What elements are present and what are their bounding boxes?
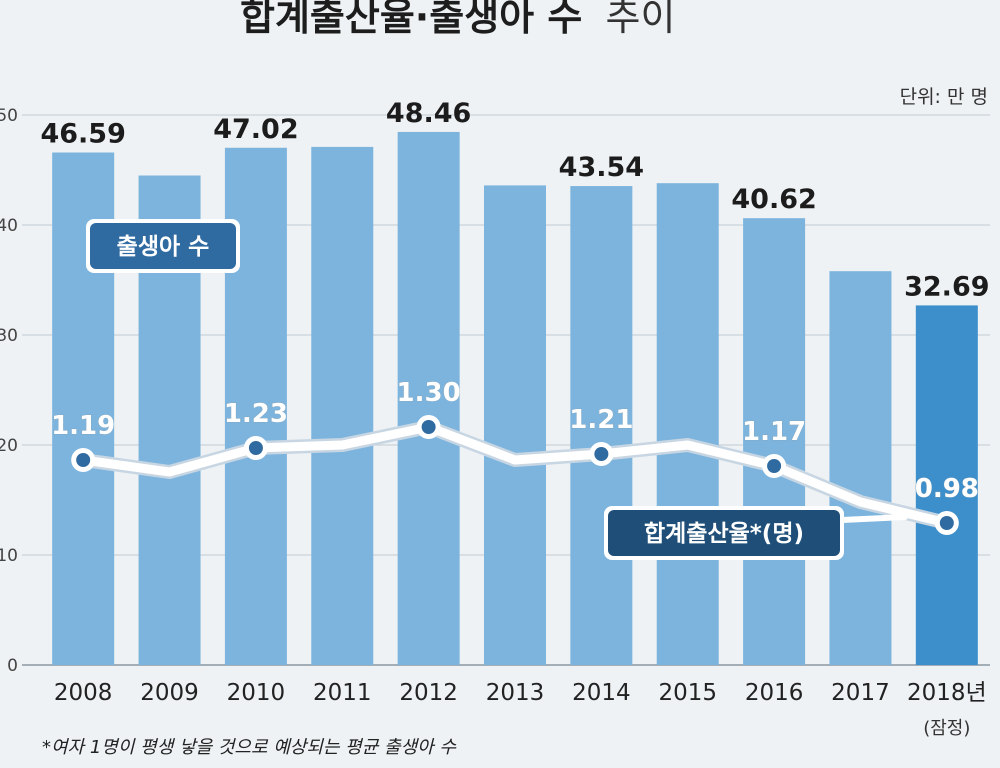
line-series-tfr: 1.19 1.23 1.30 1.21 1.17 0.98 xyxy=(51,378,979,535)
x-tick-label: 2016 xyxy=(745,680,804,706)
y-tick-label: 0 xyxy=(7,656,18,676)
chart-title-tail: 추이 xyxy=(606,0,676,39)
tfr-value-label: 1.30 xyxy=(397,378,461,408)
tfr-value-label: 0.98 xyxy=(915,474,979,504)
y-tick-label: 40 xyxy=(0,216,18,236)
tfr-point xyxy=(76,453,91,467)
legend-births-label: 출생아 수 xyxy=(117,234,210,260)
y-tick-label: 30 xyxy=(0,326,18,346)
x-tick-label: 2008 xyxy=(54,680,113,706)
x-tick-label: 2017 xyxy=(831,680,890,706)
legend-births: 출생아 수 xyxy=(86,219,240,273)
legend-tfr-label: 합계출산율*(명) xyxy=(644,521,804,547)
footnote: *여자 1명이 평생 낳을 것으로 예상되는 평균 출생아 수 xyxy=(42,737,457,758)
bar-2012 xyxy=(397,131,460,665)
x-tick-label: 2013 xyxy=(486,680,545,706)
tfr-point xyxy=(594,447,609,461)
tfr-point xyxy=(421,420,436,434)
bar-2011 xyxy=(311,146,374,665)
chart-title: 합계출산율·출생아 수 추이 xyxy=(240,0,675,39)
y-tick-label: 10 xyxy=(0,546,18,566)
legend-tfr-connector xyxy=(839,514,908,523)
x-tick-sublabel: (잠정) xyxy=(923,718,970,739)
x-tick-label: 2012 xyxy=(399,680,458,706)
bar-labels: 46.59 47.02 48.46 43.54 40.62 32.69 xyxy=(40,98,989,302)
legend-tfr: 합계출산율*(명) xyxy=(604,506,908,560)
bar-series-births xyxy=(52,131,978,665)
bar-2018년 xyxy=(915,305,978,665)
bar-value-label: 43.54 xyxy=(559,152,644,183)
tfr-value-label: 1.19 xyxy=(51,411,115,441)
bar-2013 xyxy=(484,185,546,665)
tfr-value-label: 1.21 xyxy=(569,405,633,435)
bar-value-label: 40.62 xyxy=(731,184,816,215)
y-axis: 0 10 20 30 40 50 xyxy=(0,106,18,676)
y-tick-label: 20 xyxy=(0,436,18,456)
bar-2014 xyxy=(570,186,633,665)
x-tick-label: 2015 xyxy=(658,680,717,706)
bar-2017 xyxy=(829,271,892,665)
tfr-value-label: 1.17 xyxy=(742,417,806,447)
bar-value-label: 46.59 xyxy=(40,119,125,150)
bar-2016 xyxy=(743,218,806,665)
legend-tfr-badge xyxy=(608,510,840,556)
tfr-line xyxy=(78,422,952,528)
chart-title-main: 합계출산율·출생아 수 xyxy=(240,0,582,39)
bar-value-label: 32.69 xyxy=(904,271,989,302)
bar-2015 xyxy=(656,183,719,665)
tfr-point xyxy=(248,441,263,455)
x-axis: 2008 2009 2010 2011 2012 2013 2014 2015 2016 2017… xyxy=(54,680,987,739)
bar-value-label: 48.46 xyxy=(386,98,471,129)
x-tick-label: 2014 xyxy=(572,680,631,706)
x-tick-label: 2010 xyxy=(227,680,286,706)
unit-label: 단위: 만 명 xyxy=(900,86,988,108)
x-tick-label: 2011 xyxy=(313,680,372,706)
bar-value-label: 47.02 xyxy=(213,114,298,145)
tfr-point xyxy=(767,459,782,473)
x-tick-label: 2018년 xyxy=(907,680,987,706)
y-tick-label: 50 xyxy=(0,106,18,126)
legend-births-badge xyxy=(90,223,236,269)
tfr-value-label: 1.23 xyxy=(224,399,288,429)
tfr-point xyxy=(939,516,954,530)
x-tick-label: 2009 xyxy=(140,680,199,706)
